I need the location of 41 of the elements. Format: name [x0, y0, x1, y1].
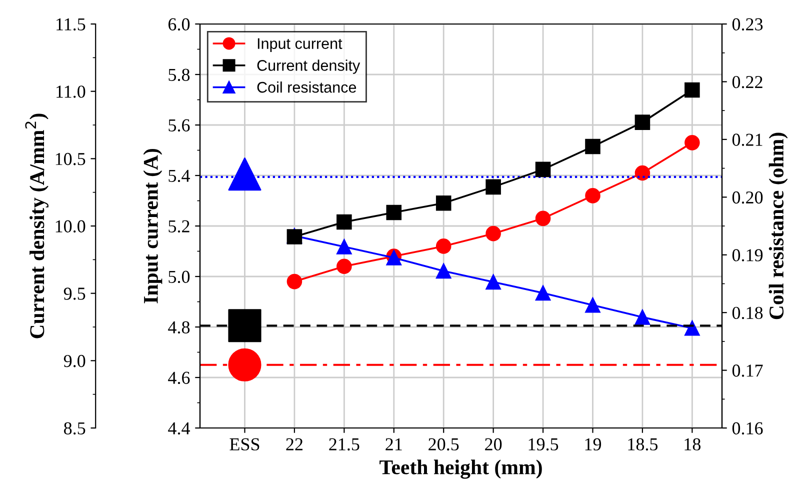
y-tick-label: 5.4 — [168, 170, 190, 182]
x-tick-label: 20.5 — [428, 438, 459, 451]
x-tick-label: 21 — [386, 438, 402, 450]
y2-tick-label: 0.22 — [732, 76, 762, 88]
y3-axis-title: Current density (A/mm$^{2}$) — [25, 114, 48, 338]
y3-tick-label: 9.5 — [64, 288, 86, 300]
y-tick-label: 5.2 — [168, 220, 190, 233]
y3-tick-label: 11.5 — [56, 18, 86, 31]
x-tick-label: 19.5 — [528, 438, 558, 451]
y-axis-title: Input current (A) — [143, 148, 162, 304]
y2-tick-label: 0.23 — [732, 18, 763, 31]
y2-tick-label: 0.17 — [732, 364, 763, 377]
legend-label: Current density — [257, 60, 360, 74]
y3-tick-label: 9.0 — [64, 354, 86, 368]
y2-tick-label: 0.18 — [732, 306, 763, 320]
y3-tick-label: 10.0 — [56, 220, 86, 233]
y2-axis-title: Coil resistance (ohm) — [768, 132, 788, 320]
y2-tick-label: 0.20 — [732, 191, 763, 204]
x-tick-label: 21.5 — [329, 438, 360, 451]
x-axis-title: Teeth height (mm) — [380, 460, 542, 479]
y2-tick-label: 0.16 — [732, 422, 763, 435]
y3-tick-label: 8.5 — [64, 422, 86, 435]
x-tick-label: 19 — [585, 438, 602, 450]
x-tick-label: 20 — [485, 438, 502, 450]
y2-tick-label: 0.21 — [732, 134, 762, 146]
legend-label: Coil resistance — [257, 82, 356, 93]
y-tick-label: 4.4 — [168, 422, 190, 435]
x-tick-label: ESS — [230, 438, 260, 450]
x-tick-label: 22 — [286, 438, 302, 450]
y-tick-label: 4.8 — [168, 321, 190, 334]
y3-tick-label: 10.5 — [56, 152, 86, 166]
y-tick-label: 5.6 — [168, 119, 190, 132]
y2-tick-label: 0.19 — [732, 249, 763, 262]
x-tick-label: 18 — [684, 438, 701, 450]
y3-tick-label: 11.0 — [56, 86, 86, 98]
y-tick-label: 6.0 — [168, 18, 190, 31]
y-tick-label: 5.8 — [168, 68, 190, 82]
legend-label: Input current — [258, 38, 342, 52]
y-tick-label: 5.0 — [168, 270, 190, 284]
y-tick-label: 4.6 — [168, 372, 190, 384]
x-tick-label: 18.5 — [628, 438, 658, 451]
